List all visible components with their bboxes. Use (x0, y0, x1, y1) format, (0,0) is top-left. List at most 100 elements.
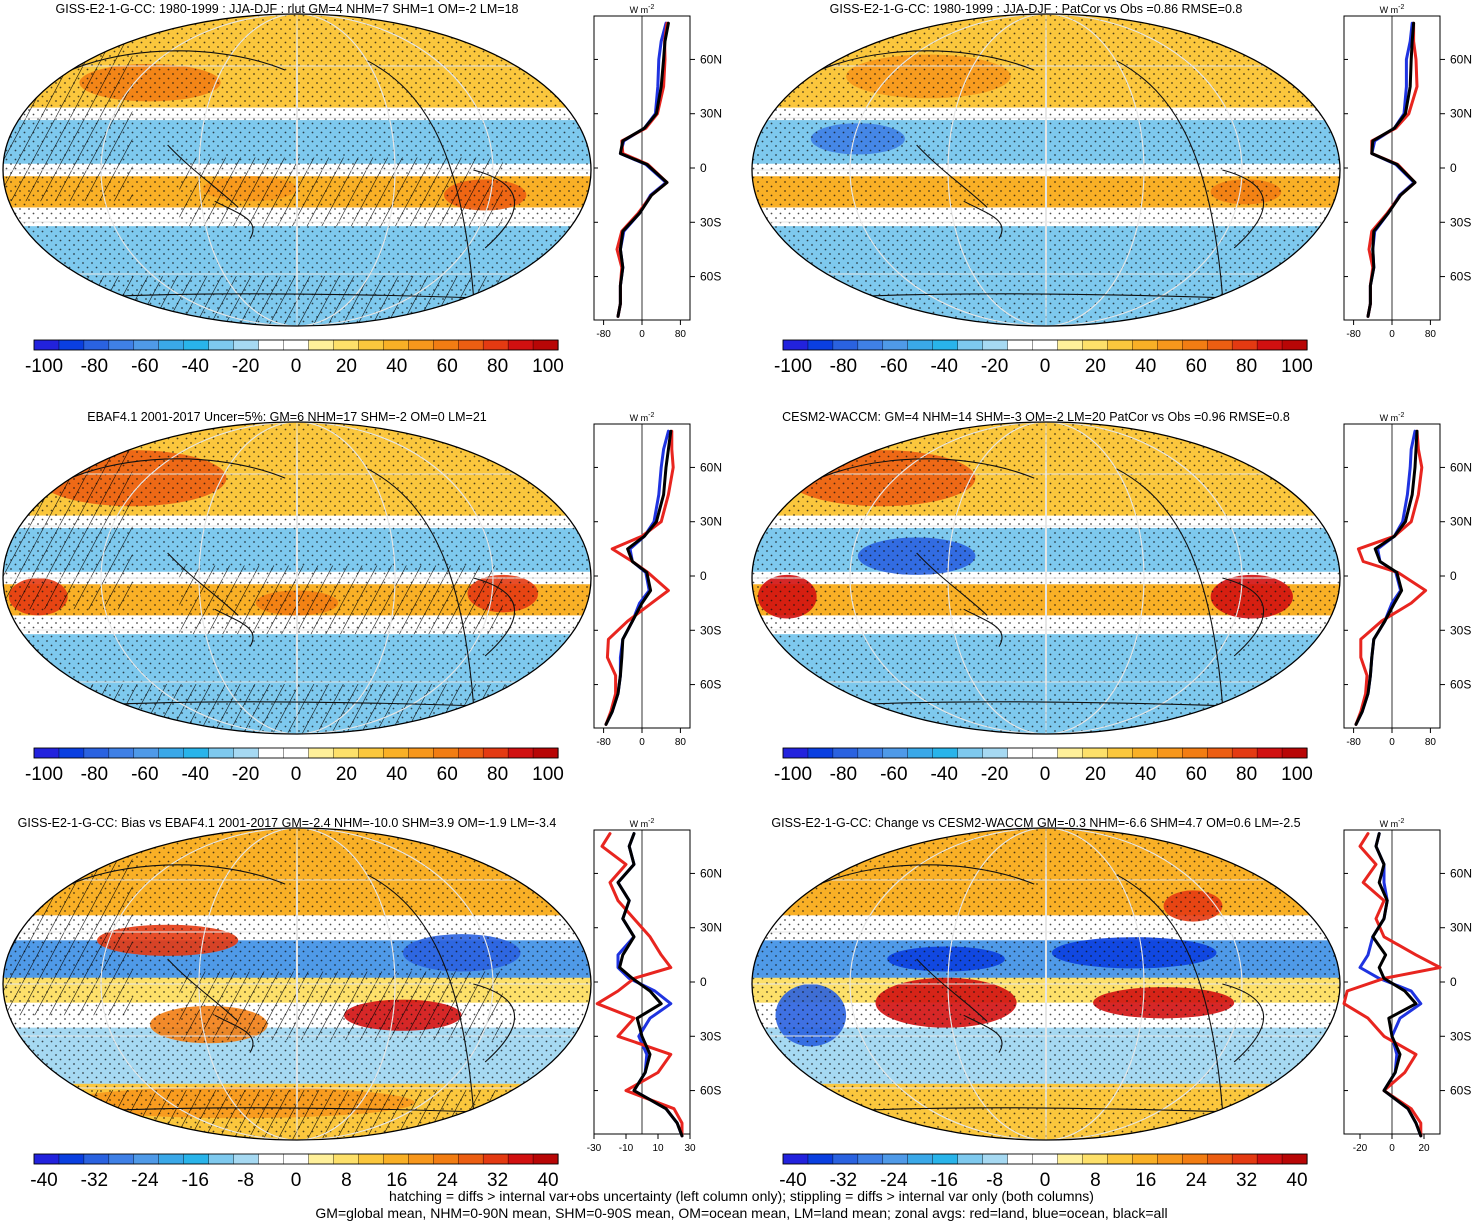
lat-tick-label: 60S (1450, 678, 1471, 692)
colorbar-tick-label: 20 (336, 356, 357, 377)
unit-label: W m-2 (1380, 4, 1405, 15)
colorbar-swatch (1007, 747, 1034, 759)
colorbar-tick-label: 60 (1186, 764, 1207, 785)
footnote-means: GM=global mean, NHM=0-90N mean, SHM=0-90… (315, 1205, 1168, 1221)
colorbar-swatch (1132, 339, 1158, 351)
colorbar-tick-label: -40 (930, 764, 957, 785)
colorbar-swatch (1132, 747, 1158, 759)
colorbar-swatch (1182, 339, 1208, 351)
colorbar-swatch (308, 747, 335, 759)
colorbar-swatch (857, 1153, 884, 1165)
graticule (296, 14, 298, 326)
zonal-line-all (616, 21, 670, 318)
colorbar-swatch (532, 339, 559, 351)
colorbar-tick-label: -60 (131, 764, 158, 785)
coastline (1222, 169, 1265, 249)
colorbar-tick-label: -80 (81, 764, 108, 785)
colorbar-tick-label: -32 (830, 1170, 857, 1191)
panel-3: EBAF4.1 2001-2017 Uncer=5%: GM=6 NHM=17 … (2, 410, 722, 785)
coastline (473, 577, 516, 657)
zonal-line-all (604, 429, 673, 726)
coastline (963, 1014, 1003, 1053)
colorbar-swatch (1007, 339, 1034, 351)
map (3, 14, 591, 326)
colorbar-tick-label: 8 (341, 1170, 352, 1191)
colorbar-swatch (982, 1153, 1009, 1165)
colorbar-swatch (383, 1153, 409, 1165)
graticule (296, 422, 298, 734)
x-tick-label: -80 (596, 329, 611, 340)
map-outline (2, 13, 592, 327)
colorbar-swatch (58, 1153, 85, 1165)
x-tick-label: 80 (1425, 329, 1437, 340)
colorbar-swatch (957, 1153, 984, 1165)
colorbar-tick-label: -40 (930, 356, 957, 377)
unit-label: W m-2 (630, 818, 655, 829)
colorbar-swatch (1107, 339, 1133, 351)
graticule (198, 828, 396, 1140)
colorbar-swatch (158, 339, 185, 351)
colorbar-swatch (507, 339, 534, 351)
colorbar-swatch (408, 1153, 434, 1165)
colorbar-swatch (1107, 1153, 1133, 1165)
colorbar-swatch (857, 747, 884, 759)
colorbar-frame (782, 339, 1308, 351)
colorbar-swatch (882, 747, 909, 759)
colorbar-swatch (457, 747, 484, 759)
zonal-mean-plot: W m-2 60N 30N 0 30S 60S -20 0 20 (1342, 818, 1472, 1154)
graticule (1045, 828, 1047, 1140)
map (752, 422, 1340, 734)
colorbar-swatch (408, 339, 434, 351)
colorbar-swatch (208, 339, 235, 351)
coastline (1116, 874, 1223, 1109)
lat-tick-label: 0 (1450, 569, 1457, 583)
panel-4: CESM2-WACCM: GM=4 NHM=14 SHM=-3 OM=-2 LM… (751, 410, 1472, 785)
coastline (214, 608, 254, 647)
hatching (179, 971, 503, 1041)
coastline (367, 874, 474, 1109)
graticule (947, 422, 1145, 734)
colorbar-tick-label: 20 (336, 764, 357, 785)
colorbar-tick-label: -100 (774, 764, 812, 785)
graticule (1045, 14, 1047, 326)
colorbar-tick-label: 0 (1040, 1170, 1051, 1191)
graticule (947, 14, 1145, 326)
colorbar-tick-label: -60 (880, 356, 907, 377)
coastline (1116, 60, 1223, 295)
colorbar-tick-label: -8 (986, 1170, 1003, 1191)
colorbar-swatch (882, 339, 909, 351)
colorbar-tick-label: -60 (131, 356, 158, 377)
colorbar-swatch (807, 1153, 834, 1165)
colorbar-tick-label: -20 (981, 356, 1008, 377)
colorbar-swatch (507, 747, 534, 759)
colorbar-tick-label: -80 (830, 356, 857, 377)
colorbar-tick-label: -8 (237, 1170, 254, 1191)
graticule (849, 422, 1243, 734)
colorbar-swatch (233, 339, 260, 351)
colorbar-swatch (1032, 747, 1059, 759)
colorbar-tick-label: -100 (774, 356, 812, 377)
zonal-mean-plot: W m-2 60N 30N 0 30S 60S -80 0 80 (593, 412, 722, 748)
colorbar-swatch (258, 1153, 285, 1165)
colorbar-swatch (1281, 339, 1308, 351)
coastline (167, 958, 239, 1022)
colorbar: -100 -80 -60 -40 -20 0 20 40 60 80 100 (25, 747, 564, 785)
lat-tick-label: 60S (700, 270, 721, 284)
colorbar-tick-label: 0 (291, 356, 302, 377)
colorbar-swatch (308, 1153, 335, 1165)
colorbar-swatch (1157, 1153, 1183, 1165)
colorbar-tick-label: 16 (1135, 1170, 1156, 1191)
colorbar-tick-label: 32 (487, 1170, 508, 1191)
colorbar: -40 -32 -24 -16 -8 0 8 16 24 32 40 (30, 1153, 559, 1191)
panel-title: GISS-E2-1-G-CC: 1980-1999 : JJA-DJF : rl… (56, 2, 519, 16)
x-tick-label: 0 (1389, 329, 1395, 340)
colorbar-swatch (283, 1153, 310, 1165)
lat-tick-label: 60N (700, 866, 722, 880)
lat-tick-label: 60N (700, 460, 722, 474)
colorbar-tick-label: 80 (487, 764, 508, 785)
colorbar-tick-label: 60 (437, 356, 458, 377)
colorbar-swatch (283, 339, 310, 351)
coastline (367, 468, 474, 703)
colorbar-tick-label: -40 (30, 1170, 57, 1191)
